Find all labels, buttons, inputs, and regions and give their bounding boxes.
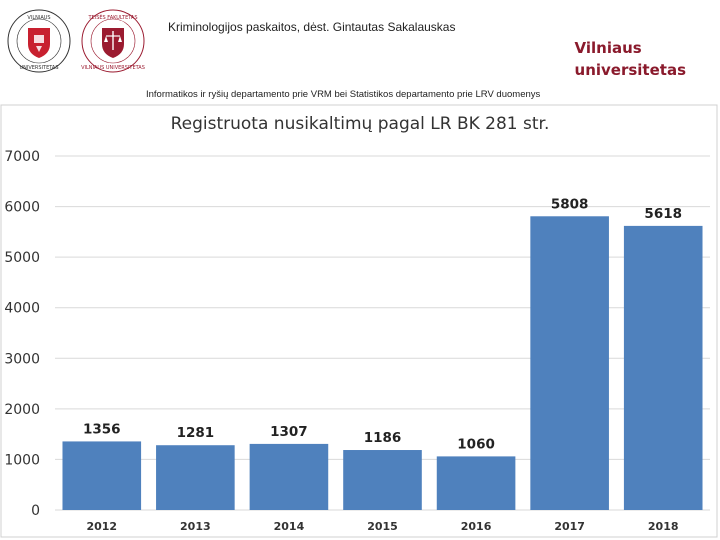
- x-tick-label: 2017: [554, 520, 585, 533]
- bar-2015: [343, 450, 422, 510]
- bar-2014: [249, 443, 329, 510]
- bar-2017: [530, 216, 609, 511]
- university-brand: Vilniaus universitetas: [575, 37, 686, 81]
- data-label: 1060: [457, 436, 495, 452]
- chart-title: Registruota nusikaltimų pagal LR BK 281 …: [170, 114, 550, 134]
- x-tick-label: 2016: [461, 520, 492, 533]
- data-source-note: Informatikos ir ryšių departamento prie …: [146, 89, 541, 100]
- data-label: 1307: [270, 424, 308, 440]
- y-tick-label: 6000: [4, 200, 40, 216]
- law-faculty-seal-icon: TEISĖS FAKULTETAS VILNIAUS UNIVERSITETAS: [81, 9, 145, 73]
- x-tick-label: 2014: [274, 520, 305, 533]
- bar-2018: [623, 225, 703, 510]
- bar-chart: 0 1000 2000 3000 4000 5000 6000 7000 1356 2012 128…: [0, 104, 720, 540]
- data-label: 1281: [177, 425, 215, 441]
- bar-2016: [436, 456, 516, 510]
- brand-line-1: Vilniaus: [574, 39, 642, 57]
- y-tick-label: 1000: [4, 452, 40, 468]
- data-label: 1186: [364, 430, 402, 446]
- x-tick-label: 2012: [86, 520, 117, 533]
- data-label: 5618: [644, 206, 682, 222]
- data-label: 1356: [83, 421, 121, 437]
- chart-canvas: 0 1000 2000 3000 4000 5000 6000 7000 1356 2012 128…: [0, 104, 718, 538]
- vilnius-university-seal-icon: VILNIAUS UNIVERSITETAS: [7, 9, 71, 73]
- y-tick-label: 4000: [4, 301, 40, 317]
- y-tick-label: 7000: [4, 149, 40, 165]
- y-tick-label: 2000: [4, 402, 40, 418]
- x-tick-label: 2018: [648, 520, 679, 533]
- y-tick-label: 5000: [4, 250, 40, 266]
- y-tick-label: 3000: [4, 351, 40, 367]
- bar-2013: [156, 445, 235, 510]
- brand-line-2: universitetas: [574, 61, 686, 79]
- lecture-title: Kriminologijos paskaitos, dėst. Gintauta…: [168, 20, 456, 34]
- x-tick-label: 2013: [180, 520, 211, 533]
- chart-border: [0, 104, 718, 538]
- svg-text:VILNIAUS UNIVERSITETAS: VILNIAUS UNIVERSITETAS: [81, 65, 145, 71]
- svg-text:TEISĖS FAKULTETAS: TEISĖS FAKULTETAS: [88, 14, 138, 21]
- svg-text:VILNIAUS: VILNIAUS: [27, 15, 50, 21]
- svg-text:UNIVERSITETAS: UNIVERSITETAS: [19, 65, 58, 71]
- bar-2012: [62, 441, 142, 510]
- data-label: 5808: [551, 196, 589, 212]
- x-tick-label: 2015: [367, 520, 398, 533]
- y-tick-label: 0: [31, 503, 40, 519]
